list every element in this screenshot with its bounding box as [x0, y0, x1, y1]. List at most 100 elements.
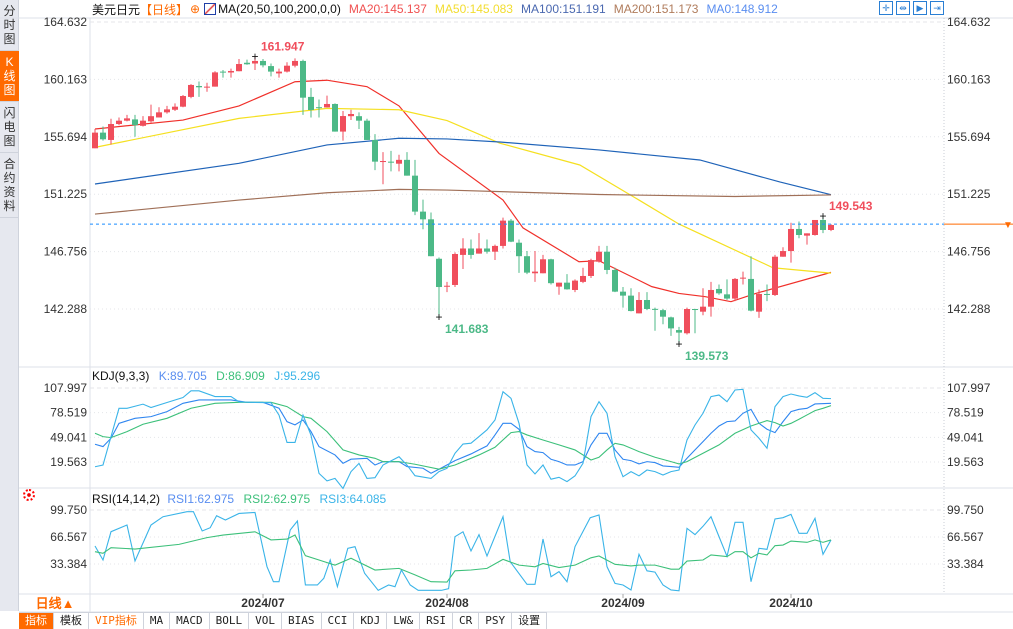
- candle-up: [572, 280, 578, 290]
- ma100-value: MA100:151.191: [520, 2, 606, 16]
- kdj-j-value: J:95.296: [274, 369, 321, 383]
- kdj-d-line: [94, 401, 832, 470]
- candle-down: [364, 120, 370, 140]
- candle-down: [548, 259, 554, 284]
- zoom-fit-icon[interactable]: ⇹: [896, 1, 910, 15]
- price-axis-label-right: 164.632: [947, 15, 991, 29]
- toolbar-button[interactable]: PSY: [479, 613, 513, 629]
- extreme-price-label: 149.543: [829, 199, 873, 213]
- sidebar-tab-timeshare[interactable]: 分时图: [0, 0, 19, 51]
- ma-settings-icon[interactable]: [204, 3, 217, 15]
- ma0-value: MA0:148.912: [706, 2, 778, 16]
- candle-down: [132, 119, 138, 126]
- candle-up: [380, 161, 386, 163]
- candle-up: [340, 116, 346, 132]
- rsi1-value: RSI1:62.975: [167, 492, 235, 506]
- toolbar-button[interactable]: CCI: [321, 613, 355, 629]
- indicator-axis-label-right: 99.750: [947, 503, 984, 517]
- price-axis-label-right: 160.163: [947, 72, 991, 86]
- candle-up: [812, 219, 818, 235]
- date-axis-label: 2024/09: [601, 596, 645, 610]
- candle-up: [804, 233, 810, 236]
- price-axis-label-left: 142.288: [44, 302, 88, 316]
- indicator-alert-icon[interactable]: [23, 489, 35, 501]
- toolbar-button[interactable]: KDJ: [354, 613, 388, 629]
- candle-down: [652, 308, 658, 310]
- candle-up: [772, 256, 778, 295]
- candle-up: [740, 277, 746, 279]
- price-axis-label-right: 142.288: [947, 302, 991, 316]
- toolbar-button[interactable]: BOLL: [209, 613, 250, 629]
- candle-up: [540, 259, 546, 274]
- candle-down: [820, 219, 826, 230]
- toolbar-button[interactable]: MACD: [170, 613, 210, 629]
- toolbar-button[interactable]: 模板: [54, 613, 89, 629]
- toolbar-button[interactable]: VOL: [249, 613, 282, 629]
- candle-down: [516, 242, 522, 257]
- rsi1-line: [94, 511, 832, 592]
- toolbar-button[interactable]: 设置: [512, 613, 548, 629]
- candle-up: [596, 251, 602, 262]
- candle-up: [148, 116, 154, 122]
- candle-down: [468, 248, 474, 255]
- kdj-legend: KDJ(9,3,3) K:89.705 D:86.909 J:95.296: [92, 369, 326, 383]
- candle-up: [164, 109, 170, 113]
- candle-up: [236, 64, 242, 72]
- price-axis-label-right: 151.225: [947, 187, 991, 201]
- candle-up: [156, 112, 162, 118]
- candle-up: [292, 60, 298, 66]
- candle-down: [196, 85, 202, 88]
- current-price-marker-icon: ▼: [1003, 220, 1013, 231]
- play-forward-icon[interactable]: ▶: [913, 1, 927, 15]
- sidebar-tab-kline[interactable]: K线图: [0, 51, 19, 102]
- candle-up: [460, 248, 466, 255]
- sidebar-tab-flash[interactable]: 闪电图: [0, 102, 19, 153]
- candle-down: [660, 310, 666, 317]
- toolbar-button[interactable]: MA: [143, 613, 171, 629]
- exit-right-icon[interactable]: ⇥: [930, 1, 944, 15]
- candle-down: [356, 116, 362, 121]
- toolbar-button[interactable]: RSI: [420, 613, 453, 629]
- candle-down: [300, 60, 306, 98]
- period-selector[interactable]: 日线▲: [35, 596, 75, 611]
- ma200-line: [94, 188, 832, 215]
- indicator-toolbar: 指标 模板 VIP指标 MA MACD BOLL VOL BIAS CCI KDJ LW& RSI CR…: [19, 612, 548, 629]
- candle-down: [564, 282, 570, 290]
- candle-up: [396, 159, 402, 164]
- add-indicator-icon[interactable]: ⊕: [190, 2, 201, 16]
- price-axis-label-right: 155.694: [947, 130, 991, 144]
- candle-down: [796, 228, 802, 235]
- candle-down: [372, 139, 378, 162]
- date-axis-label: 2024/07: [241, 596, 285, 610]
- toolbar-button[interactable]: 指标: [19, 613, 54, 629]
- sidebar-tab-contract-info[interactable]: 合约资料: [0, 153, 19, 218]
- candle-up: [284, 65, 290, 72]
- toolbar-button[interactable]: LW&: [387, 613, 421, 629]
- candle-down: [244, 62, 250, 65]
- candle-down: [668, 317, 674, 329]
- indicator-axis-label-left: 19.563: [50, 455, 87, 469]
- candle-down: [404, 159, 410, 176]
- kdj-title[interactable]: KDJ(9,3,3): [92, 369, 150, 383]
- chart-header: 美元日元 【日线】 ⊕ MA(20,50,100,200,0,0) MA20:1…: [92, 1, 786, 17]
- candle-up: [276, 71, 282, 74]
- crosshair-icon[interactable]: ✛: [879, 1, 893, 15]
- symbol-name: 美元日元: [92, 2, 141, 17]
- rsi-title[interactable]: RSI(14,14,2): [92, 492, 161, 506]
- extreme-cross-icon: +: [819, 209, 826, 223]
- ma-params[interactable]: MA(20,50,100,200,0,0): [218, 2, 341, 16]
- candle-down: [436, 258, 442, 288]
- ma50-value: MA50:145.083: [434, 2, 513, 16]
- date-axis-label: 2024/10: [769, 596, 813, 610]
- candle-up: [588, 260, 594, 276]
- candle-up: [684, 308, 690, 334]
- indicator-axis-label-left: 33.384: [50, 557, 87, 571]
- rsi-legend: RSI(14,14,2) RSI1:62.975 RSI2:62.975 RSI…: [92, 492, 392, 506]
- toolbar-button[interactable]: BIAS: [282, 613, 322, 629]
- toolbar-button[interactable]: VIP指标: [89, 613, 144, 629]
- candle-down: [316, 107, 322, 109]
- candle-down: [308, 96, 314, 111]
- toolbar-button[interactable]: CR: [453, 613, 480, 629]
- candle-up: [452, 254, 458, 285]
